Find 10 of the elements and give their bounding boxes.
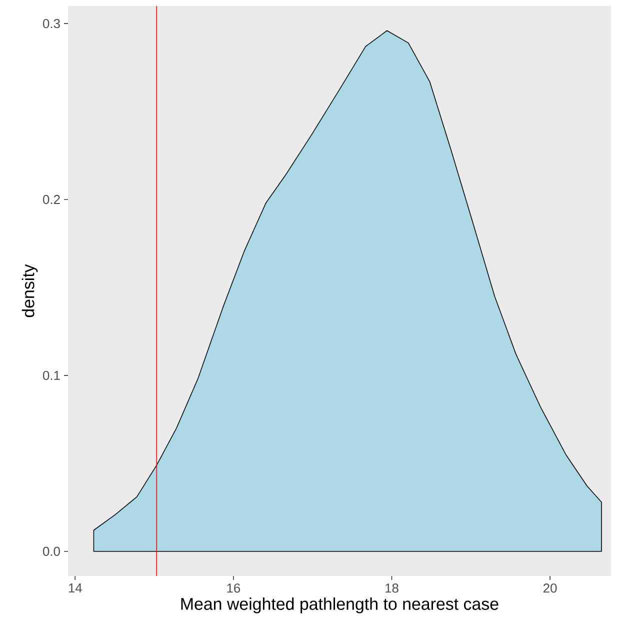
y-tick-label: 0.1 bbox=[42, 370, 60, 380]
y-tick-label: 0.0 bbox=[42, 546, 60, 556]
y-tick-label: 0.2 bbox=[42, 194, 60, 204]
x-tick-label: 20 bbox=[544, 584, 557, 593]
x-tick-label: 16 bbox=[227, 584, 240, 593]
x-tick-label: 18 bbox=[386, 584, 398, 593]
y-tick-label: 0.3 bbox=[42, 18, 60, 28]
y-axis-title: density bbox=[22, 264, 38, 318]
x-axis-title: Mean weighted pathlength to nearest case bbox=[181, 598, 498, 614]
x-tick-label: 14 bbox=[68, 584, 82, 592]
